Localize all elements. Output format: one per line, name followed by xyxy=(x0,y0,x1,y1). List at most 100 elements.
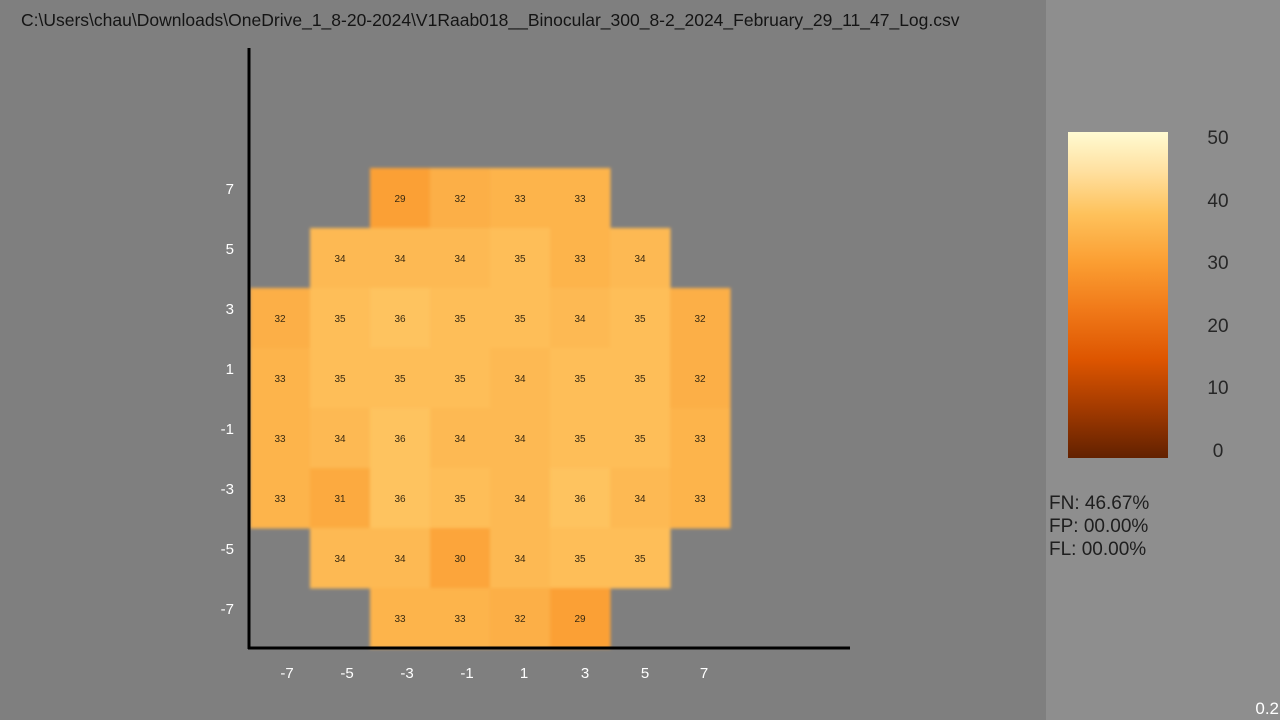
colorbar xyxy=(1068,132,1168,458)
heatmap-cell xyxy=(310,468,371,529)
x-tick-label: 1 xyxy=(520,665,528,682)
colorbar-tick-label: 10 xyxy=(1207,378,1229,399)
heatmap-cell xyxy=(670,288,731,349)
cell-value-label: 29 xyxy=(574,614,586,625)
heatmap-cell xyxy=(310,528,371,589)
heatmap-cell xyxy=(550,588,611,649)
heatmap-cell xyxy=(550,288,611,349)
x-tick-label: 7 xyxy=(700,665,708,682)
cell-value-label: 35 xyxy=(634,374,646,385)
heatmap-cell xyxy=(430,588,491,649)
cell-value-label: 33 xyxy=(694,434,706,445)
heatmap-cell xyxy=(490,348,551,409)
cell-value-label: 33 xyxy=(454,614,466,625)
cell-value-label: 34 xyxy=(514,434,526,445)
cell-value-label: 35 xyxy=(634,314,646,325)
x-tick-label: -3 xyxy=(400,665,413,682)
x-tick-label: -5 xyxy=(340,665,353,682)
y-tick-label: 1 xyxy=(226,361,234,378)
heatmap-cell xyxy=(250,468,311,529)
cell-value-label: 35 xyxy=(454,374,466,385)
heatmap-cell xyxy=(550,228,611,289)
heatmap-cell xyxy=(370,348,431,409)
heatmap-cell xyxy=(430,348,491,409)
cell-value-label: 34 xyxy=(334,254,346,265)
cell-value-label: 34 xyxy=(634,494,646,505)
colorbar-tick-label: 50 xyxy=(1207,128,1229,149)
cell-value-label: 33 xyxy=(694,494,706,505)
cell-value-label: 34 xyxy=(454,254,466,265)
y-tick-label: -7 xyxy=(221,601,234,618)
heatmap-cell xyxy=(370,468,431,529)
heatmap-cell xyxy=(370,528,431,589)
cell-value-label: 34 xyxy=(514,554,526,565)
file-path-title: C:\Users\chau\Downloads\OneDrive_1_8-20-… xyxy=(21,10,960,30)
heatmap-cell xyxy=(490,408,551,469)
y-tick-label: 3 xyxy=(226,301,234,318)
cell-value-label: 35 xyxy=(454,494,466,505)
cell-value-label: 34 xyxy=(334,554,346,565)
heatmap-cell xyxy=(490,168,551,229)
heatmap-cell xyxy=(610,408,671,469)
cell-value-label: 35 xyxy=(394,374,406,385)
heatmap-cell xyxy=(430,228,491,289)
cell-value-label: 35 xyxy=(454,314,466,325)
cell-value-label: 35 xyxy=(574,434,586,445)
cell-value-label: 34 xyxy=(394,554,406,565)
cell-value-label: 35 xyxy=(574,554,586,565)
heatmap-cell xyxy=(310,228,371,289)
cell-value-label: 33 xyxy=(274,374,286,385)
cell-value-label: 34 xyxy=(574,314,586,325)
cell-value-label: 30 xyxy=(454,554,466,565)
heatmap-cell xyxy=(430,168,491,229)
heatmap-cell xyxy=(550,408,611,469)
cell-value-label: 31 xyxy=(334,494,346,505)
heatmap-cell xyxy=(430,408,491,469)
heatmap-cell xyxy=(370,228,431,289)
heatmap-cell xyxy=(550,348,611,409)
cell-value-label: 35 xyxy=(514,254,526,265)
heatmap-cell xyxy=(610,468,671,529)
y-tick-label: -3 xyxy=(221,481,234,498)
x-tick-label: 3 xyxy=(581,665,589,682)
cell-value-label: 32 xyxy=(514,614,526,625)
heatmap-cell xyxy=(610,528,671,589)
main-panel: C:\Users\chau\Downloads\OneDrive_1_8-20-… xyxy=(21,10,960,682)
cell-value-label: 36 xyxy=(394,494,406,505)
y-tick-label: 5 xyxy=(226,241,234,258)
cell-value-label: 34 xyxy=(514,374,526,385)
heatmap-cell xyxy=(670,468,731,529)
heatmap-cell xyxy=(370,288,431,349)
cell-value-label: 33 xyxy=(394,614,406,625)
cell-value-label: 32 xyxy=(274,314,286,325)
heatmap-cell xyxy=(310,348,371,409)
cell-value-label: 36 xyxy=(394,314,406,325)
heatmap-cell xyxy=(490,288,551,349)
cell-value-label: 35 xyxy=(574,374,586,385)
fn-rate: FN: 46.67% xyxy=(1049,493,1150,514)
heatmap-cell xyxy=(310,288,371,349)
heatmap-cell xyxy=(550,528,611,589)
cell-value-label: 34 xyxy=(454,434,466,445)
heatmap-cell xyxy=(370,408,431,469)
cell-value-label: 36 xyxy=(574,494,586,505)
colorbar-tick-label: 30 xyxy=(1207,253,1229,274)
heatmap-cell xyxy=(490,468,551,529)
version-label: 0.2 xyxy=(1255,699,1279,718)
y-tick-label: 7 xyxy=(226,181,234,198)
heatmap-cell xyxy=(250,288,311,349)
heatmap-cell xyxy=(430,528,491,589)
cell-value-label: 35 xyxy=(334,374,346,385)
heatmap-cell xyxy=(610,288,671,349)
cell-value-label: 34 xyxy=(334,434,346,445)
heatmap-cell xyxy=(670,348,731,409)
cell-value-label: 33 xyxy=(514,194,526,205)
cell-value-label: 35 xyxy=(634,554,646,565)
y-tick-label: -5 xyxy=(221,541,234,558)
cell-value-label: 34 xyxy=(394,254,406,265)
cell-value-label: 33 xyxy=(274,494,286,505)
colorbar-tick-label: 0 xyxy=(1212,441,1224,462)
cell-value-label: 33 xyxy=(274,434,286,445)
colorbar-tick-label: 40 xyxy=(1207,191,1229,212)
